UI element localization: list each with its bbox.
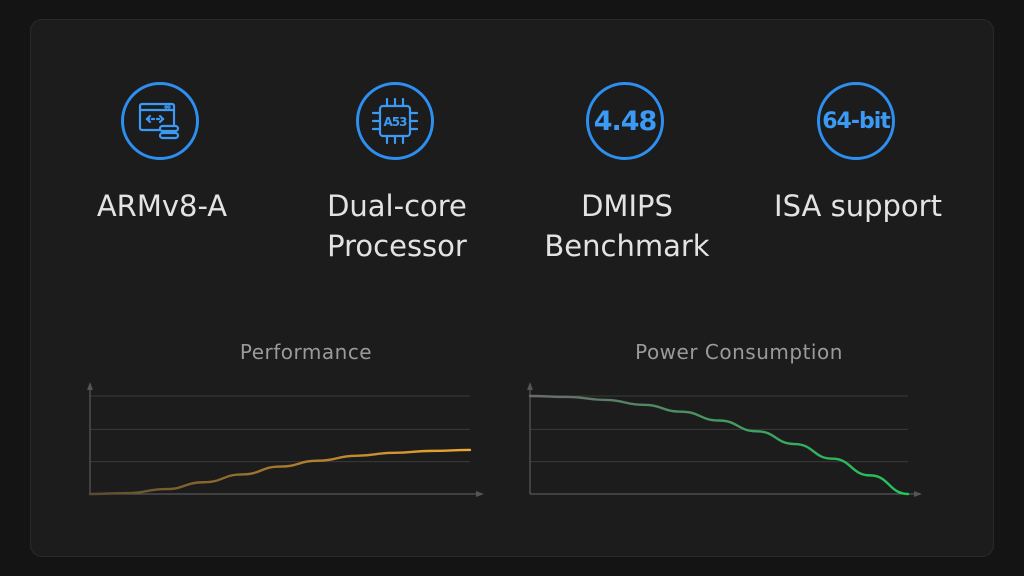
value-badge-icon: 4.48 — [586, 82, 664, 160]
performance-chart-title: Performance — [239, 340, 373, 364]
y-axis-arrow — [87, 382, 93, 390]
chip-text: A53 — [384, 115, 408, 129]
power-consumption-chart — [527, 382, 922, 497]
power-chart-title: Power Consumption — [635, 340, 843, 364]
value-badge-icon: 64-bit — [817, 82, 895, 160]
performance-chart — [87, 382, 484, 497]
feature-label: DMIPS Benchmark — [544, 189, 710, 263]
series-line — [88, 448, 472, 496]
badge-value: 64-bit — [822, 108, 891, 134]
feature-label: ISA support — [774, 189, 942, 223]
x-axis-arrow — [914, 491, 922, 497]
code-window-icon — [121, 82, 199, 160]
series-line — [528, 394, 910, 496]
chip-icon: A53 — [356, 82, 434, 160]
badge-value: 4.48 — [593, 105, 658, 137]
feature-label: Dual-core Processor — [327, 189, 467, 263]
y-axis-arrow — [527, 382, 533, 390]
x-axis-arrow — [476, 491, 484, 497]
feature-label: ARMv8-A — [96, 189, 228, 223]
